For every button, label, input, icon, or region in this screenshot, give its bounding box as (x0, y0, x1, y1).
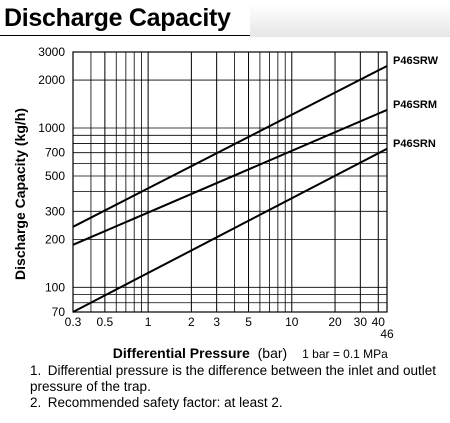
chart-tick-labels: 3000 2000 1000 700 500 300 200 100 700.3 0.5 1 2 3 5 1… (38, 45, 394, 341)
y-tick-label: 500 (45, 169, 65, 183)
x-axis-label-name: Differential Pressure (113, 345, 250, 361)
x-tick-label: 10 (285, 315, 299, 329)
series-line-p46srw (72, 65, 388, 228)
x-axis-label-unit: (bar) (258, 345, 288, 361)
y-tick-label: 1000 (38, 121, 65, 135)
x-axis-label: Differential Pressure (bar) (113, 345, 287, 361)
unit-note: 1 bar = 0.1 MPa (302, 347, 388, 361)
y-tick-label: 70 (52, 305, 66, 319)
x-tick-label: 1 (145, 315, 152, 329)
series-line-p46srm (72, 108, 388, 246)
y-tick-label: 700 (45, 146, 65, 160)
series-label: P46SRM (393, 99, 437, 111)
chart-series: P46SRW P46SRM P46SRN (72, 55, 439, 313)
series-label: P46SRW (393, 55, 439, 67)
note-text: Recommended safety factor: at least 2. (47, 395, 283, 410)
title-background (250, 4, 450, 37)
x-tick-label: 0.3 (65, 315, 82, 329)
y-tick-label: 200 (45, 232, 65, 246)
y-tick-label: 3000 (38, 45, 65, 59)
x-tick-label: 3 (213, 315, 220, 329)
chart-grid (72, 51, 387, 313)
title-bar: Discharge Capacity (0, 0, 450, 37)
note-number: 1. (30, 363, 42, 378)
series-label: P46SRN (393, 138, 436, 150)
y-tick-label: 300 (45, 204, 65, 218)
x-end-tick-label: 46 (380, 327, 394, 341)
x-tick-label: 40 (372, 315, 386, 329)
x-tick-label: 0.5 (97, 315, 114, 329)
page-title: Discharge Capacity (4, 4, 231, 32)
x-tick-label: 5 (245, 315, 252, 329)
y-axis-label: Discharge Capacity (kg/h) (12, 108, 28, 280)
y-tick-label: 100 (45, 280, 65, 294)
x-tick-label: 30 (354, 315, 368, 329)
x-tick-label: 2 (188, 315, 195, 329)
series-line-p46srn (72, 147, 388, 313)
note-text: Differential pressure is the difference … (30, 363, 437, 394)
notes-list: 1. Differential pressure is the differen… (30, 363, 445, 411)
x-tick-label: 20 (328, 315, 342, 329)
y-tick-label: 2000 (38, 73, 65, 87)
chart-frame (72, 51, 388, 313)
note-number: 2. (30, 395, 42, 410)
note-item: 1. Differential pressure is the differen… (30, 363, 445, 395)
note-item: 2. Recommended safety factor: at least 2… (30, 395, 445, 411)
plot-frame (72, 51, 388, 313)
